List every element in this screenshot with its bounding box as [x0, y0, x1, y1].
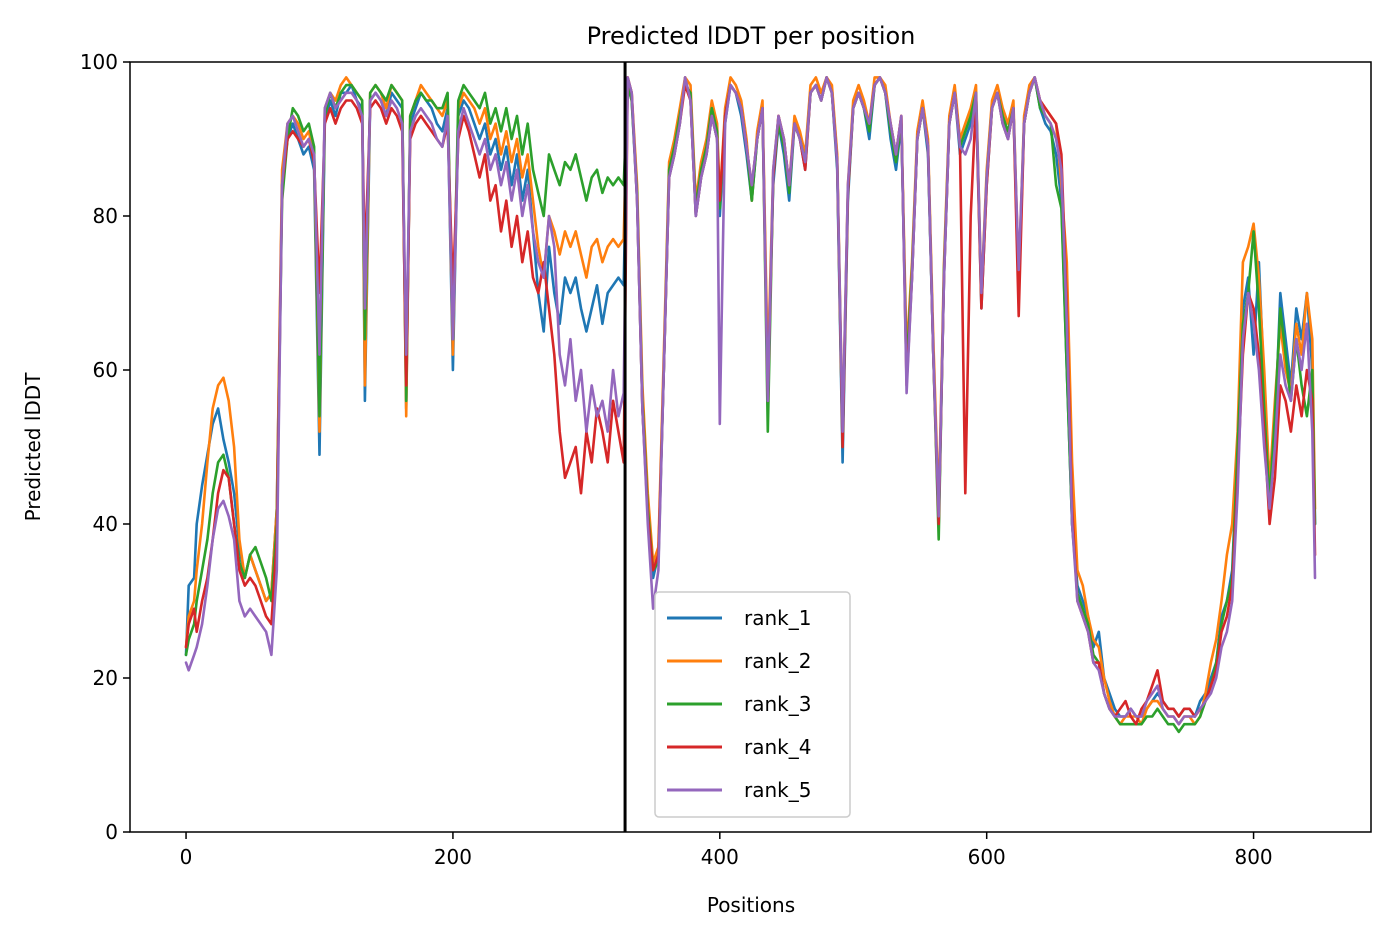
y-tick-label: 0: [105, 820, 118, 844]
y-tick-label: 20: [93, 666, 118, 690]
series-lines: [184, 76, 1317, 734]
y-axis-ticks: 0 20 40 60 80 100: [80, 50, 130, 844]
y-axis-label: Predicted lDDT: [21, 372, 45, 522]
plot-frame: [129, 61, 1372, 833]
legend-label-rank-1: rank_1: [744, 606, 811, 630]
x-axis-ticks: 0 200 400 600 800: [180, 832, 1273, 869]
y-tick-label: 80: [93, 204, 118, 228]
y-tick-label: 40: [93, 512, 118, 536]
x-tick-label: 400: [701, 845, 739, 869]
legend-box: [654, 591, 851, 818]
legend-label-rank-4: rank_4: [744, 735, 811, 759]
x-tick-label: 600: [968, 845, 1006, 869]
legend-label-rank-3: rank_3: [744, 692, 811, 716]
legend: rank_1 rank_2 rank_3 rank_4 rank_5: [654, 591, 851, 818]
x-tick-label: 800: [1234, 845, 1272, 869]
x-tick-label: 0: [180, 845, 193, 869]
plot-area: [184, 62, 1317, 832]
y-tick-label: 60: [93, 358, 118, 382]
y-tick-label: 100: [80, 50, 118, 74]
legend-label-rank-2: rank_2: [744, 649, 811, 673]
x-tick-label: 200: [434, 845, 472, 869]
series-line-rank-5: [184, 76, 1317, 726]
legend-label-rank-5: rank_5: [744, 778, 811, 802]
chart-title: Predicted lDDT per position: [587, 22, 916, 50]
x-axis-label: Positions: [707, 893, 795, 917]
